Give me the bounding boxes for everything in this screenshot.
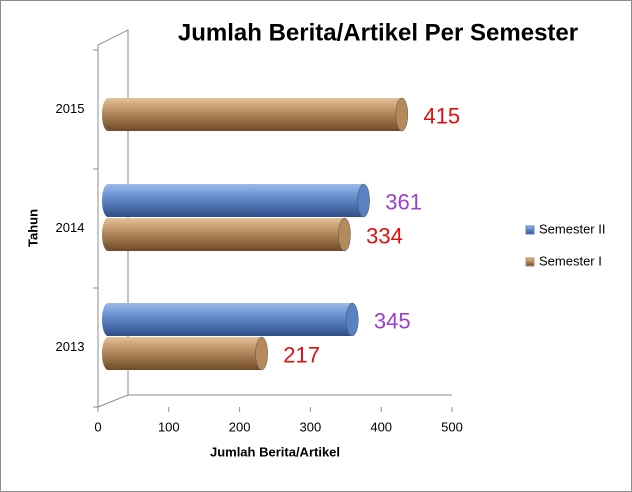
x-tick-label: 200 — [229, 419, 251, 434]
x-tick-label: 500 — [441, 419, 463, 434]
bar — [108, 184, 364, 217]
axis-frame — [97, 29, 452, 408]
data-label: 361 — [385, 189, 422, 214]
bar-end-cap — [346, 302, 359, 337]
data-label: 217 — [283, 342, 320, 367]
bar-end-cap — [338, 217, 351, 252]
x-tick-label: 300 — [300, 419, 322, 434]
y-tick-label: 2014 — [56, 220, 85, 235]
bar-end-cap — [395, 97, 409, 132]
legend-swatch — [525, 257, 535, 267]
x-tick-label: 400 — [370, 419, 392, 434]
bar — [108, 337, 262, 370]
bar — [108, 303, 353, 336]
x-tick-label: 0 — [94, 419, 101, 434]
legend-label: Semester II — [539, 221, 605, 236]
legend-label: Semester I — [539, 253, 602, 268]
x-axis-label: Jumlah Berita/Artikel — [210, 444, 340, 459]
data-label: 415 — [423, 103, 460, 128]
legend-swatch — [525, 225, 535, 235]
data-label: 345 — [374, 308, 411, 333]
y-tick-label: 2013 — [56, 339, 85, 354]
bar-end-cap — [255, 336, 268, 371]
y-axis-label: Tahun — [25, 209, 40, 247]
bar-end-cap — [357, 183, 370, 218]
bar — [108, 98, 402, 131]
x-tick-label: 100 — [158, 419, 180, 434]
y-tick-label: 2015 — [56, 101, 85, 116]
data-label: 334 — [366, 223, 403, 248]
chart-title: Jumlah Berita/Artikel Per Semester — [178, 19, 578, 46]
bar — [108, 218, 345, 251]
